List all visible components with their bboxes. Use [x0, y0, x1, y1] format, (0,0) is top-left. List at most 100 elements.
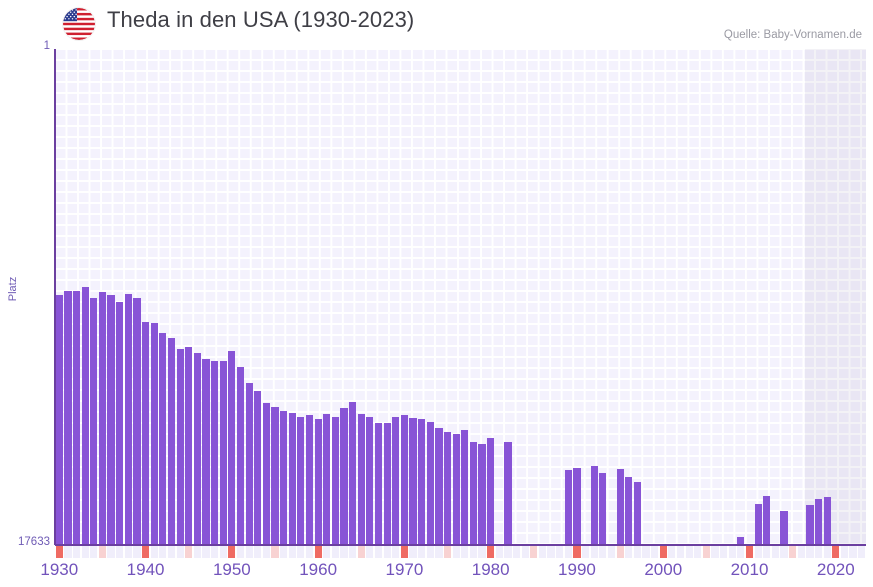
x-tick-mark: [271, 546, 279, 558]
x-tick-mark: [141, 546, 150, 558]
x-tick-mark: [676, 546, 685, 558]
bar: [340, 408, 348, 544]
x-tick-mark: [64, 546, 72, 558]
x-tick-mark: [504, 546, 512, 558]
x-tick-mark: [72, 546, 81, 558]
x-tick-mark: [668, 546, 676, 558]
bar: [236, 367, 245, 544]
bar: [262, 403, 270, 544]
bar: [443, 432, 452, 544]
x-axis-tick-label: 1960: [299, 560, 338, 579]
bar: [202, 359, 210, 544]
x-tick-mark: [832, 546, 840, 558]
x-tick-mark: [211, 546, 219, 558]
bar: [357, 414, 365, 544]
bar: [116, 302, 124, 544]
x-tick-mark: [305, 546, 314, 558]
x-tick-mark: [392, 546, 400, 558]
x-tick-mark: [806, 546, 814, 558]
bar: [461, 430, 469, 544]
x-tick-mark: [107, 546, 115, 558]
x-tick-mark: [771, 546, 779, 558]
bar: [409, 418, 417, 544]
x-tick-mark: [659, 546, 667, 558]
x-tick-mark: [314, 546, 322, 558]
bar: [599, 473, 607, 544]
x-tick-mark: [840, 546, 849, 558]
bar: [323, 414, 331, 544]
bar: [633, 482, 641, 544]
bar: [806, 505, 814, 544]
x-tick-mark: [400, 546, 408, 558]
x-tick-mark: [538, 546, 547, 558]
x-tick-mark: [280, 546, 288, 558]
page-title: Theda in den USA (1930-2023): [107, 7, 415, 32]
x-tick-mark: [357, 546, 365, 558]
x-tick-mark: [478, 546, 486, 558]
x-tick-mark: [116, 546, 124, 558]
x-axis-tick-label: 2010: [730, 560, 769, 579]
x-tick-mark: [556, 546, 564, 558]
x-tick-mark: [530, 546, 538, 558]
x-tick-mark: [582, 546, 590, 558]
bar: [504, 442, 512, 544]
bar: [625, 477, 633, 544]
x-tick-mark: [547, 546, 555, 558]
x-tick-mark: [849, 546, 857, 558]
bar: [487, 438, 495, 544]
x-tick-mark: [780, 546, 788, 558]
bar: [823, 497, 831, 544]
x-tick-mark: [711, 546, 719, 558]
x-axis-ticks: [55, 546, 866, 558]
bar: [383, 423, 391, 544]
bar: [254, 391, 262, 544]
x-axis-line: [55, 544, 866, 546]
chart-header: Theda in den USA (1930-2023) Quelle: Bab…: [0, 0, 873, 46]
bar: [81, 287, 89, 544]
bar: [737, 537, 745, 544]
bar: [219, 361, 227, 544]
x-tick-mark: [366, 546, 374, 558]
x-tick-mark: [167, 546, 176, 558]
x-tick-mark: [443, 546, 452, 558]
x-tick-mark: [288, 546, 296, 558]
x-tick-mark: [150, 546, 158, 558]
x-tick-mark: [599, 546, 607, 558]
x-tick-mark: [745, 546, 754, 558]
x-tick-mark: [98, 546, 107, 558]
bar: [98, 292, 107, 544]
bar: [616, 469, 624, 544]
x-axis-labels: 1930 1940 1950 1960 1970 1980 1990 2000 2010 2020: [0, 560, 873, 586]
x-tick-mark: [176, 546, 184, 558]
y-axis-bottom-label: 17633: [18, 536, 50, 548]
x-tick-mark: [469, 546, 478, 558]
x-tick-mark: [159, 546, 167, 558]
bar: [72, 291, 81, 544]
bar: [590, 466, 598, 544]
bar: [64, 291, 72, 544]
x-tick-mark: [81, 546, 89, 558]
bar: [176, 349, 184, 544]
bar: [374, 423, 383, 544]
x-axis-tick-label: 2020: [816, 560, 855, 579]
bar: [193, 353, 201, 544]
bar: [754, 504, 762, 544]
x-tick-mark: [512, 546, 521, 558]
x-tick-mark: [409, 546, 417, 558]
x-axis-tick-label: 1980: [471, 560, 510, 579]
us-flag-icon: [63, 8, 95, 40]
bar: [124, 294, 132, 544]
x-tick-mark: [452, 546, 460, 558]
bar: [392, 417, 400, 544]
x-tick-mark: [651, 546, 659, 558]
x-tick-mark: [573, 546, 581, 558]
y-axis-title: Platz: [7, 276, 19, 302]
x-tick-mark: [374, 546, 383, 558]
x-tick-mark: [823, 546, 831, 558]
bar: [133, 298, 141, 544]
x-tick-mark: [55, 546, 63, 558]
x-tick-mark: [754, 546, 762, 558]
bar: [55, 295, 63, 544]
x-tick-mark: [219, 546, 227, 558]
